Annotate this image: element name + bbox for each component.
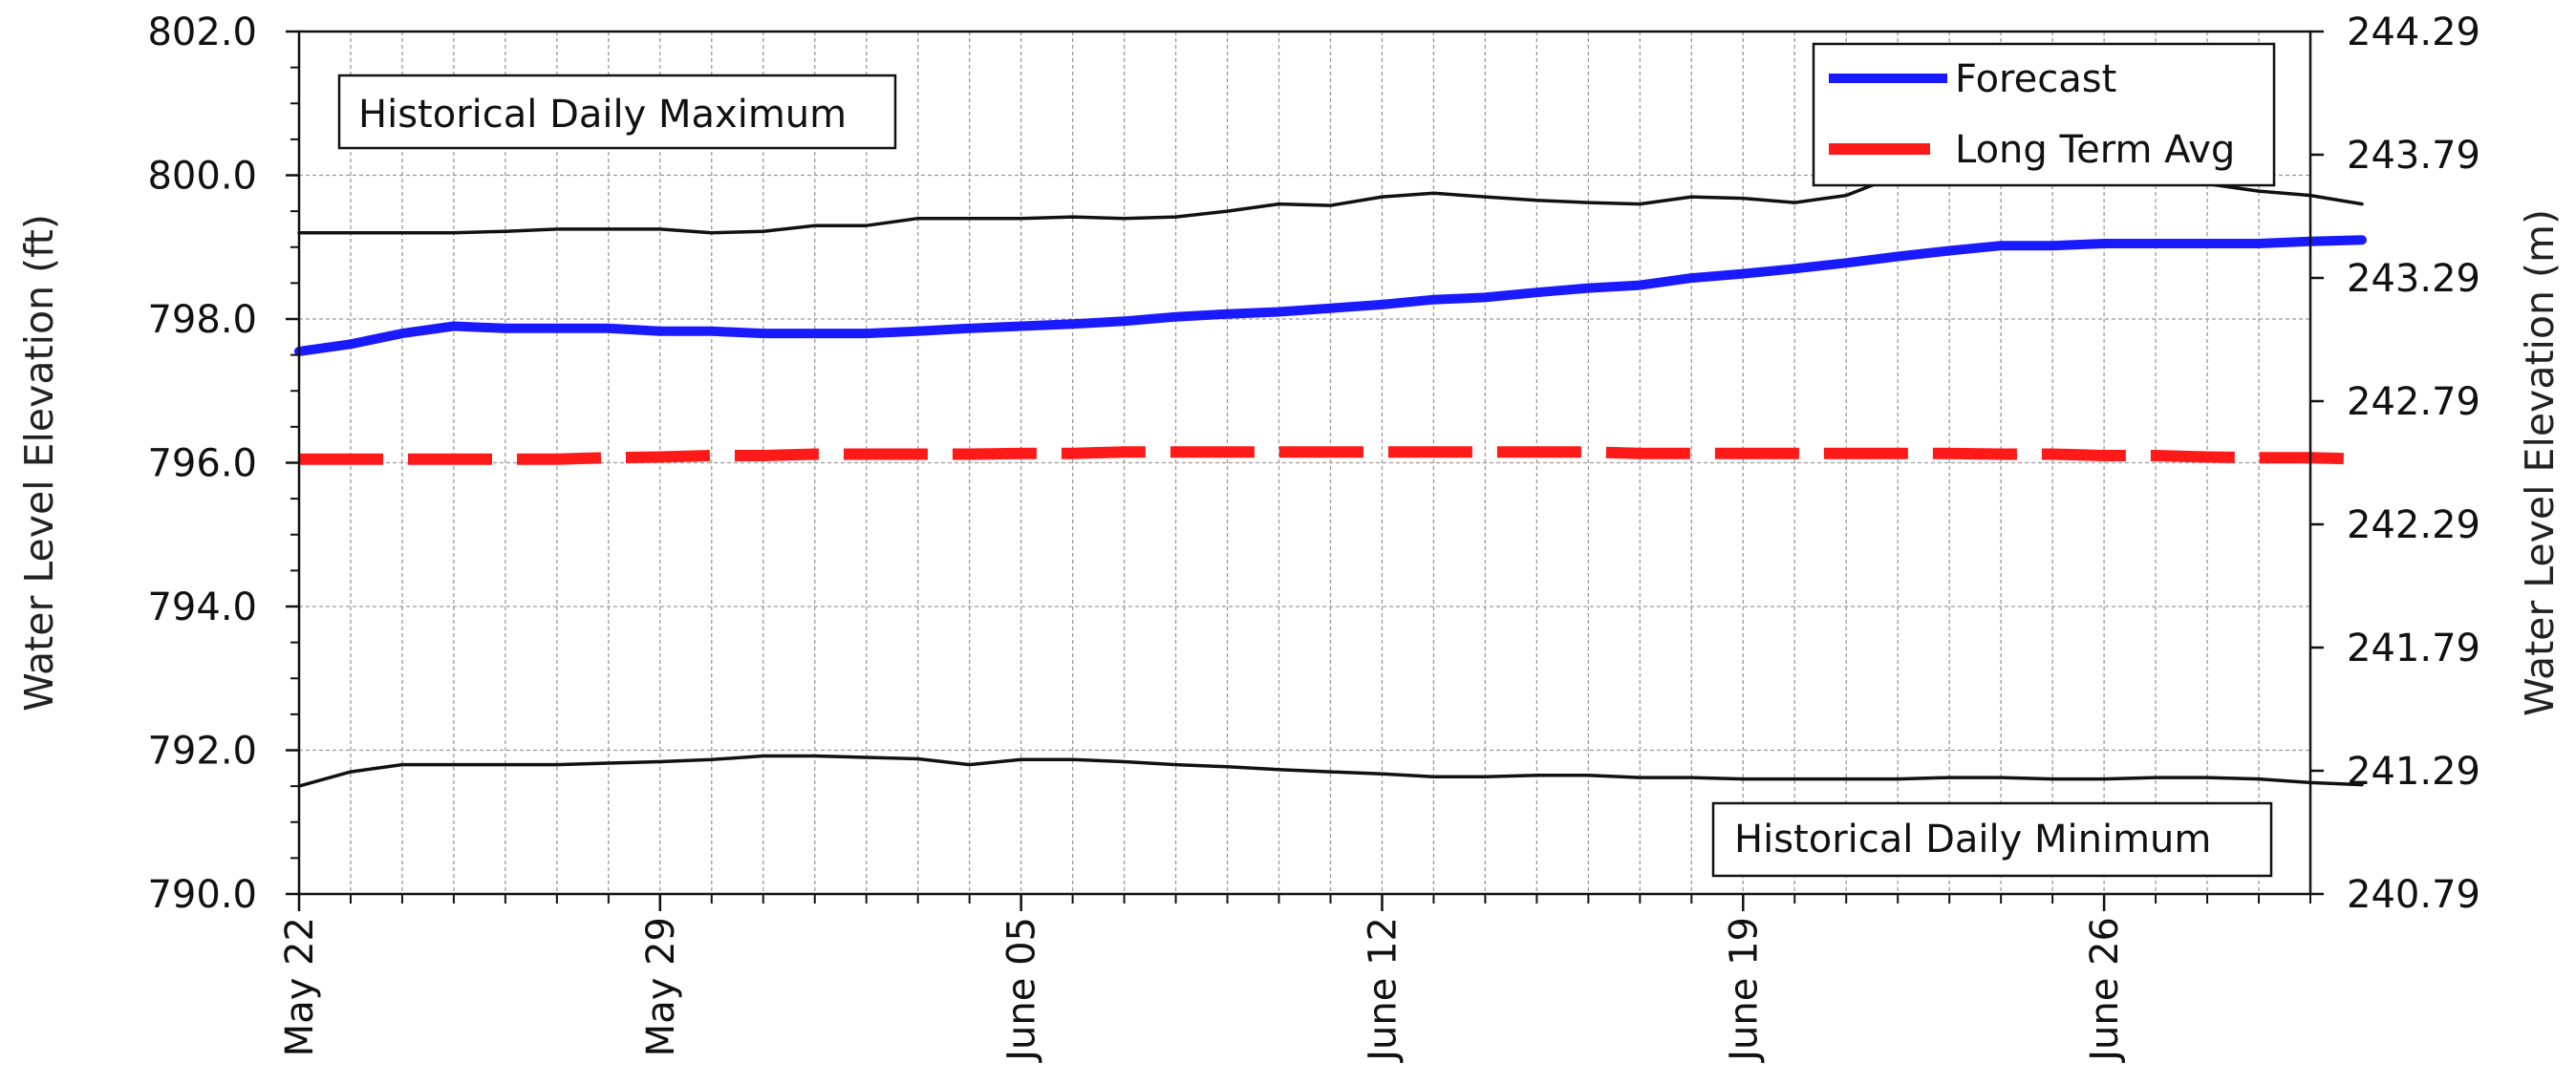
y-axis-left-tick-label: 796.0 bbox=[147, 442, 257, 486]
max-annotation-label: Historical Daily Maximum bbox=[358, 93, 847, 137]
historical-daily-minimum-line bbox=[297, 754, 2364, 788]
grid-lines bbox=[299, 32, 2310, 894]
y-axis-left-title: Water Level Elevation (ft) bbox=[16, 214, 62, 712]
y-axis-right-tick-label: 244.29 bbox=[2347, 11, 2480, 54]
x-axis-tick-label: May 29 bbox=[639, 917, 683, 1056]
legend-avg-label: Long Term Avg bbox=[1955, 128, 2235, 172]
y-axis-right-title: Water Level Elevation (m) bbox=[2517, 209, 2563, 716]
x-axis-tick-label: June 19 bbox=[1722, 917, 1766, 1064]
y-axis-left-tick-label: 792.0 bbox=[147, 730, 257, 774]
y-axis-right-tick-label: 242.29 bbox=[2347, 503, 2480, 547]
y-axis-left-tick-label: 790.0 bbox=[147, 873, 257, 917]
min-annotation-box: Historical Daily Minimum bbox=[1711, 801, 2273, 878]
y-axis-left-tick-label: 802.0 bbox=[147, 11, 257, 54]
legend-forecast-label: Forecast bbox=[1955, 57, 2116, 101]
y-axis-left-tick-label: 800.0 bbox=[147, 155, 257, 199]
y-axis-right-tick-label: 241.79 bbox=[2347, 627, 2480, 670]
y-axis-right-tick-label: 242.79 bbox=[2347, 380, 2480, 424]
y-axis-right-tick-label: 243.29 bbox=[2347, 257, 2480, 301]
axes: 790.0 792.0 794.0 796.0 798.0 800.0 802.0 240.7… bbox=[147, 11, 2479, 1064]
y-axis-right-tick-label: 240.79 bbox=[2347, 873, 2480, 917]
y-axis-right-tick-label: 241.29 bbox=[2347, 750, 2480, 794]
forecast-line bbox=[294, 235, 2367, 356]
legend: Forecast Long Term Avg bbox=[1812, 42, 2276, 187]
max-annotation-box: Historical Daily Maximum bbox=[337, 74, 897, 150]
y-axis-left-tick-label: 798.0 bbox=[147, 298, 257, 342]
y-axis-right-tick-label: 243.79 bbox=[2347, 134, 2480, 178]
long-term-avg-line bbox=[299, 446, 2363, 465]
x-axis-tick-label: June 05 bbox=[1000, 917, 1044, 1064]
x-axis-tick-label: June 12 bbox=[1361, 917, 1405, 1064]
y-axis-left-tick-label: 794.0 bbox=[147, 585, 257, 629]
x-axis-tick-label: June 26 bbox=[2083, 917, 2127, 1064]
x-axis-tick-label: May 22 bbox=[278, 917, 322, 1056]
min-annotation-label: Historical Daily Minimum bbox=[1734, 818, 2211, 862]
